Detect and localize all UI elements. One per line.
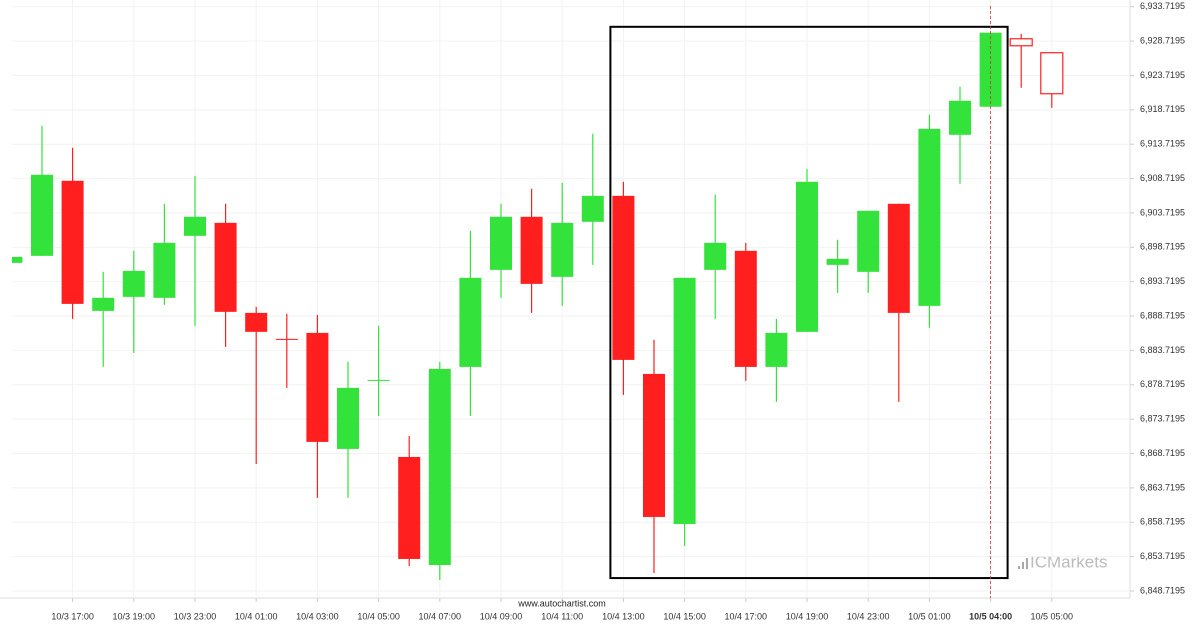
candle-body xyxy=(184,216,206,236)
candle-body xyxy=(153,242,176,298)
x-tick-label: 10/4 07:00 xyxy=(419,611,462,621)
y-tick-label: 6,863.7195 xyxy=(1140,482,1185,492)
y-tick-label: 6,888.7195 xyxy=(1140,310,1185,320)
y-tick-label: 6,928.7195 xyxy=(1140,35,1185,45)
candle-body xyxy=(979,32,1002,107)
y-tick-label: 6,903.7195 xyxy=(1140,207,1185,217)
candle-body xyxy=(367,379,390,381)
x-tick-label: 10/3 23:00 xyxy=(174,611,217,621)
x-tick-label: 10/4 23:00 xyxy=(847,611,890,621)
candle-body xyxy=(337,387,359,449)
candle-body xyxy=(12,256,23,263)
candle-body xyxy=(459,277,482,367)
x-tick-label: 10/4 19:00 xyxy=(786,611,829,621)
x-tick-label: 10/4 15:00 xyxy=(663,611,706,621)
candle-body xyxy=(398,456,421,559)
candle-body xyxy=(612,195,635,360)
candle-body xyxy=(306,332,329,442)
candle-body xyxy=(61,180,84,304)
candle-body xyxy=(275,338,298,340)
brand: ICMarkets xyxy=(1030,552,1107,571)
x-tick-label: 10/5 01:00 xyxy=(908,611,951,621)
y-tick-label: 6,853.7195 xyxy=(1140,551,1185,561)
x-tick-label: 10/4 13:00 xyxy=(602,611,645,621)
y-tick-label: 6,918.7195 xyxy=(1140,104,1185,114)
x-tick-label: 10/4 03:00 xyxy=(296,611,339,621)
pattern-box xyxy=(609,25,1009,580)
y-tick-label: 6,878.7195 xyxy=(1140,379,1185,389)
candle-body xyxy=(551,222,574,277)
y-tick-label: 6,848.7195 xyxy=(1140,585,1185,595)
candle-body xyxy=(918,128,941,306)
y-tick-label: 6,893.7195 xyxy=(1140,276,1185,286)
x-tick-label: 10/3 17:00 xyxy=(51,611,94,621)
x-tick-label: 10/3 19:00 xyxy=(113,611,156,621)
candle-body xyxy=(643,373,665,517)
y-tick-label: 6,858.7195 xyxy=(1140,517,1185,527)
x-tick-label: 10/4 17:00 xyxy=(725,611,768,621)
candle-body xyxy=(245,312,268,332)
candle-body xyxy=(734,250,757,367)
x-tick-label: 10/4 05:00 xyxy=(357,611,400,621)
y-tick-label: 6,873.7195 xyxy=(1140,414,1185,424)
brand-logo: ICMarkets xyxy=(1018,552,1107,571)
x-tick-label: 10/5 05:00 xyxy=(1031,611,1074,621)
candle-body xyxy=(428,368,451,566)
y-tick-label: 6,908.7195 xyxy=(1140,173,1185,183)
x-tick-label: 10/4 01:00 xyxy=(235,611,278,621)
candle-body xyxy=(673,277,696,524)
candle-body xyxy=(581,195,604,222)
candle-body xyxy=(826,258,849,265)
candle-body xyxy=(1009,38,1033,47)
candle-body xyxy=(887,203,910,313)
x-tick-label: 10/4 11:00 xyxy=(541,611,583,621)
candle-body xyxy=(92,297,115,311)
y-tick-label: 6,898.7195 xyxy=(1140,242,1185,252)
candle-body xyxy=(1040,52,1064,95)
y-tick-label: 6,913.7195 xyxy=(1140,139,1185,149)
plot-area xyxy=(12,0,1130,598)
candle-body xyxy=(796,181,818,332)
x-tick-label: 10/4 09:00 xyxy=(480,611,523,621)
y-tick-label: 6,933.7195 xyxy=(1140,1,1185,11)
candle-body xyxy=(490,216,512,270)
candle-body xyxy=(520,216,543,284)
candle-body xyxy=(949,100,971,135)
candle-body xyxy=(704,242,727,270)
y-tick-label: 6,883.7195 xyxy=(1140,345,1185,355)
y-tick-label: 6,868.7195 xyxy=(1140,448,1185,458)
candle-body xyxy=(122,270,145,297)
candle-body xyxy=(857,210,880,272)
x-tick-label: 10/5 04:00 xyxy=(969,611,1012,621)
candle-body xyxy=(765,332,788,367)
candle-body xyxy=(214,222,237,312)
y-tick-label: 6,923.7195 xyxy=(1140,70,1185,80)
watermark: www.autochartist.com xyxy=(517,598,606,608)
candle-body xyxy=(31,174,53,256)
